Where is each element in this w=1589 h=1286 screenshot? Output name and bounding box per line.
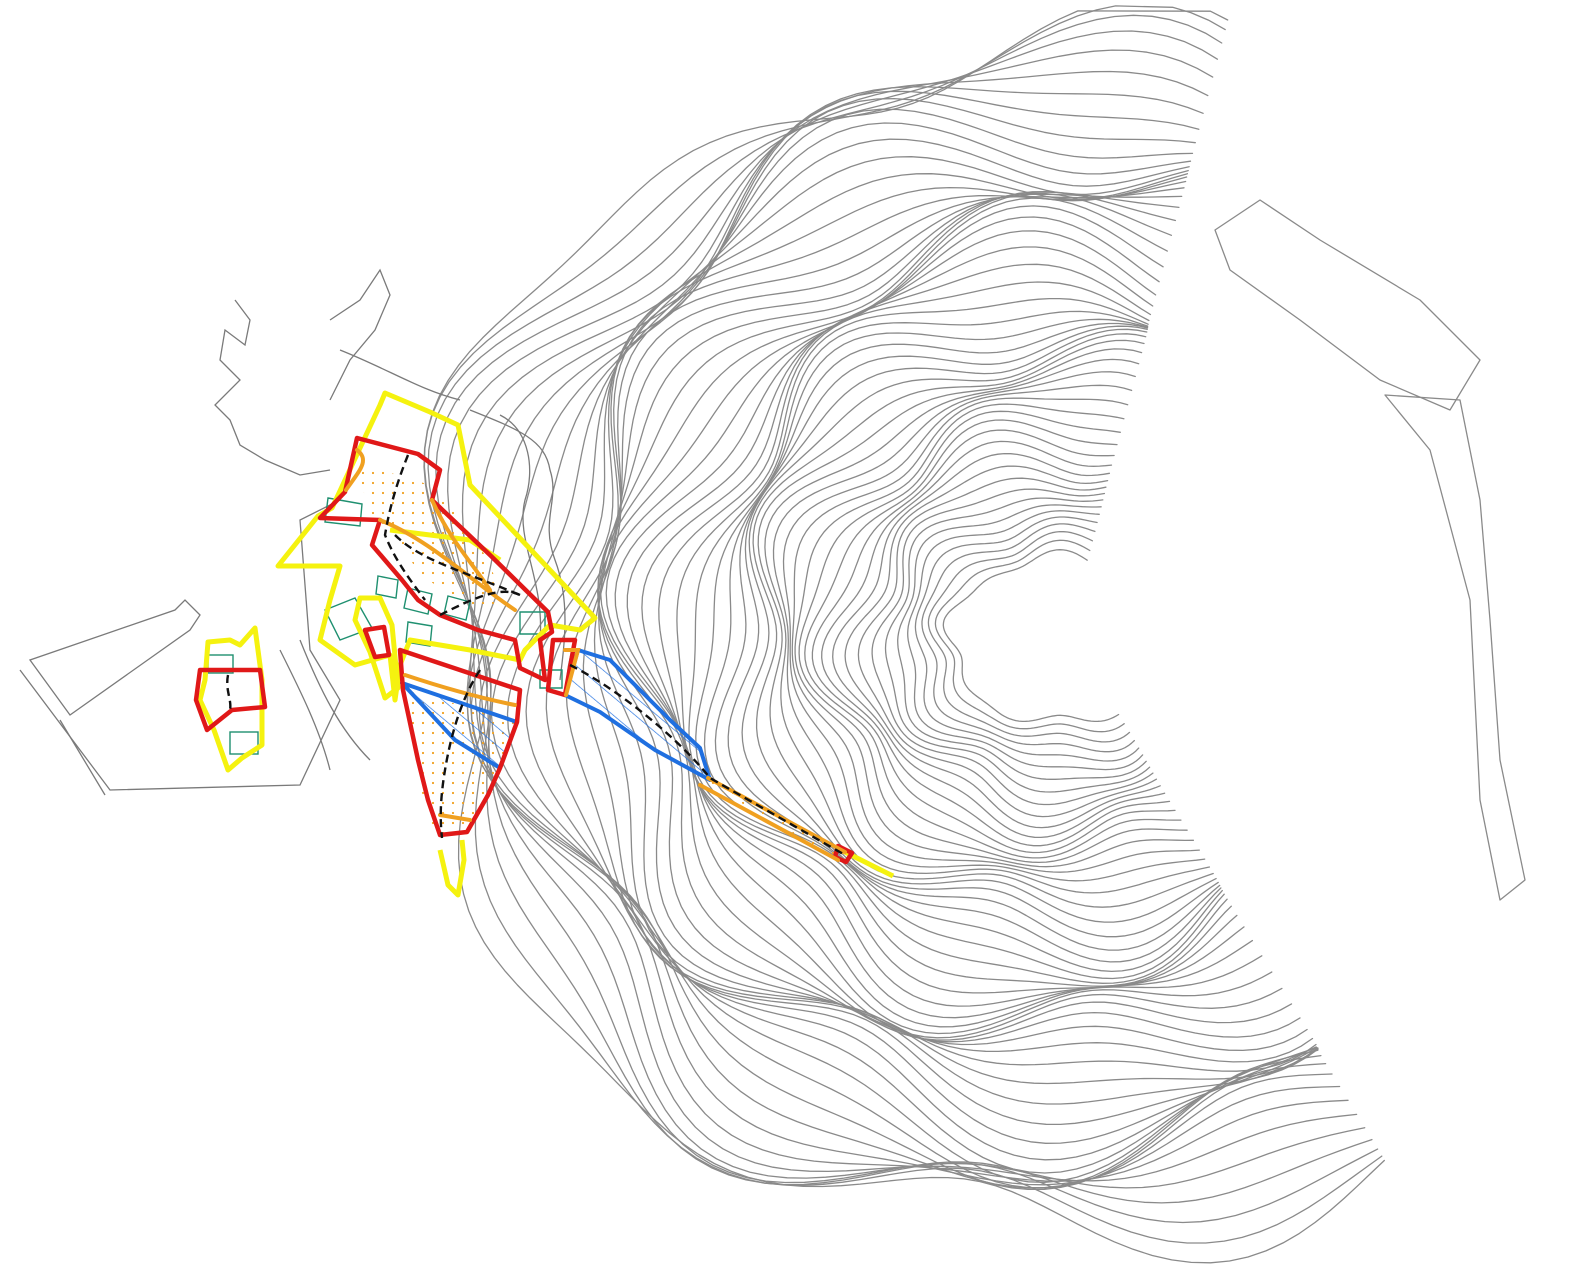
contour-line bbox=[782, 384, 1206, 882]
contour-line bbox=[871, 488, 1154, 806]
contour-line bbox=[658, 281, 1245, 1007]
contour-line bbox=[626, 246, 1263, 1028]
contour-line bbox=[466, 90, 1341, 1186]
contour-line bbox=[714, 325, 1223, 973]
contour-line bbox=[506, 156, 1317, 1174]
contour-lines bbox=[423, 5, 1526, 1264]
hatched-zones bbox=[400, 648, 712, 782]
contour-line bbox=[921, 523, 1135, 753]
contour-line bbox=[741, 333, 1221, 951]
contour-line bbox=[757, 348, 1217, 923]
contour-line bbox=[605, 216, 1283, 1039]
contour-line bbox=[794, 403, 1195, 868]
contour-line bbox=[614, 230, 1273, 1035]
contour-line bbox=[688, 310, 1232, 987]
contour-line bbox=[798, 410, 1188, 864]
contour-line bbox=[907, 510, 1144, 771]
contour-loop bbox=[1214, 199, 1481, 411]
centerlines bbox=[226, 454, 846, 857]
contour-line bbox=[764, 358, 1214, 908]
contour-loop bbox=[1384, 394, 1526, 901]
contour-line bbox=[821, 440, 1171, 847]
contour-line bbox=[593, 193, 1319, 1085]
contour-line bbox=[942, 549, 1120, 723]
contour-line bbox=[914, 516, 1140, 762]
contour-line bbox=[545, 176, 1318, 1144]
contour-line bbox=[884, 497, 1151, 793]
contour-line bbox=[791, 397, 1200, 873]
contour-line bbox=[525, 173, 1317, 1161]
base-plan-outlines bbox=[19, 268, 566, 796]
contour-line bbox=[752, 339, 1219, 938]
contour-line bbox=[599, 205, 1293, 1041]
contour-line bbox=[695, 318, 1228, 984]
grading-zones bbox=[193, 435, 855, 865]
contour-line bbox=[598, 190, 1314, 1063]
contour-line bbox=[857, 477, 1158, 818]
contour-line bbox=[641, 263, 1254, 1019]
contour-line bbox=[703, 322, 1225, 980]
contour-line bbox=[676, 297, 1238, 994]
contour-line bbox=[461, 70, 1358, 1182]
contour-line bbox=[811, 429, 1176, 854]
contour-line bbox=[490, 138, 1319, 1183]
contour-line bbox=[927, 530, 1131, 743]
contour-line bbox=[844, 465, 1161, 829]
contour-line bbox=[832, 452, 1166, 839]
contour-line bbox=[772, 371, 1211, 894]
contour-line bbox=[897, 504, 1147, 780]
contour-line bbox=[469, 86, 1349, 1182]
contour-line bbox=[565, 180, 1319, 1126]
contour-line bbox=[447, 49, 1366, 1189]
contour-line bbox=[934, 539, 1125, 733]
contour-line bbox=[804, 419, 1182, 859]
contour-line bbox=[727, 328, 1222, 963]
